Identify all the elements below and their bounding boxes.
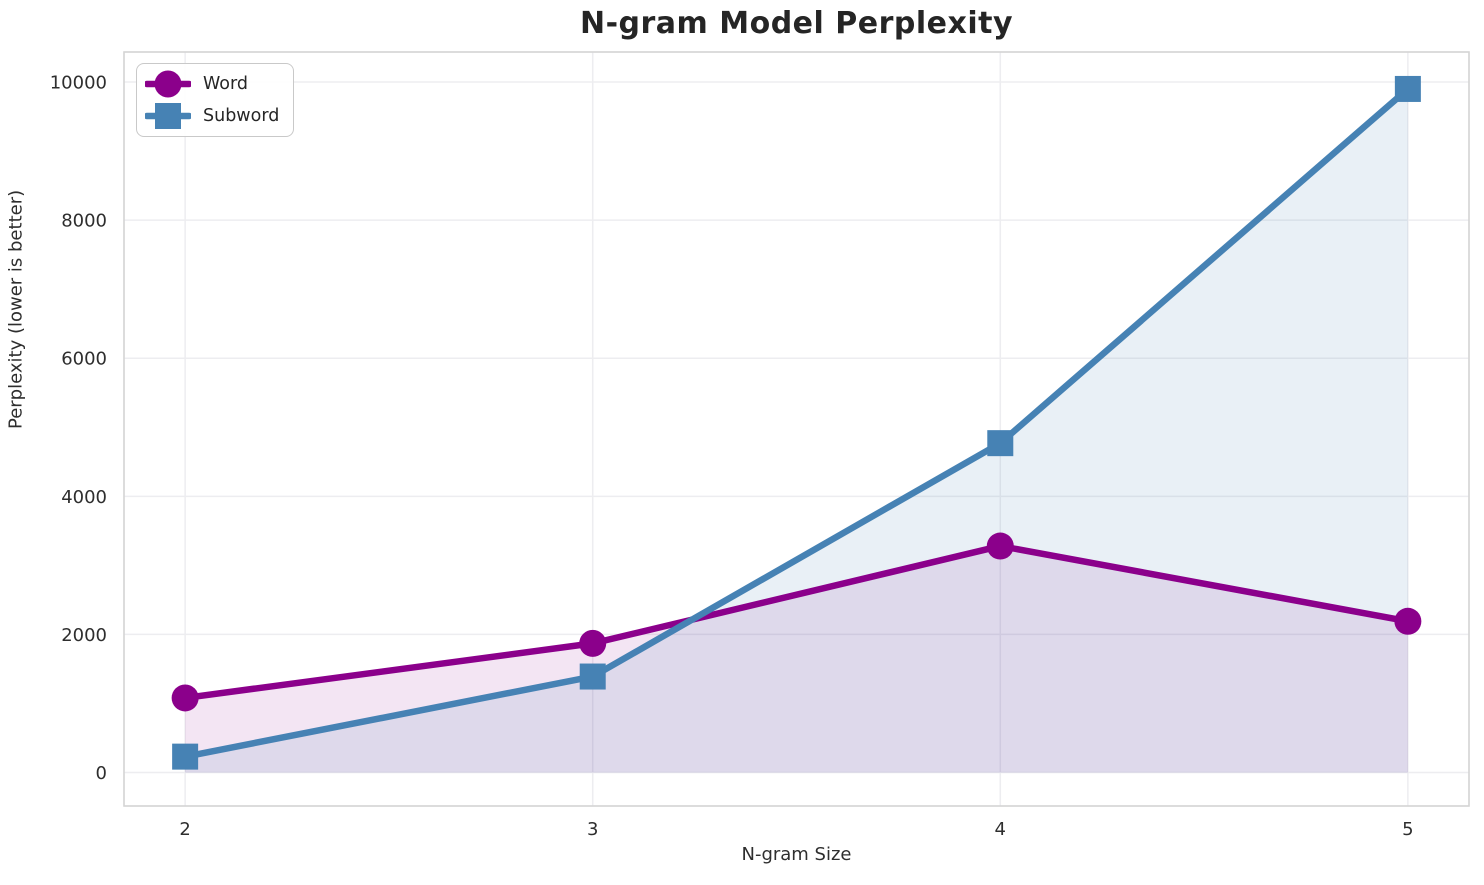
area-fill-word (185, 546, 1408, 773)
legend-item-word: Word (145, 69, 279, 99)
x-tick-label: 2 (179, 819, 190, 840)
y-axis-label-text: Perplexity (lower is better) (5, 189, 27, 429)
x-tick-label: 5 (1402, 819, 1413, 840)
y-tick-label: 10000 (50, 73, 107, 94)
series-line-subword (181, 85, 1412, 760)
chart-title: N-gram Model Perplexity (579, 6, 1014, 41)
data-point-word (1394, 607, 1422, 635)
y-tick-label: 6000 (61, 349, 107, 370)
x-tick-label: 3 (587, 819, 598, 840)
plot-border (123, 51, 1470, 807)
data-point-subword (172, 743, 199, 770)
legend-label: Word (203, 74, 248, 94)
data-point-word (171, 684, 199, 712)
y-tick-label: 8000 (61, 211, 107, 232)
y-tick-label: 2000 (61, 625, 107, 646)
data-point-word (986, 532, 1014, 560)
circle-marker-icon (145, 70, 191, 98)
data-point-word (579, 629, 607, 657)
data-point-subword (1394, 75, 1421, 102)
legend-item-subword: Subword (145, 101, 279, 131)
y-tick-label: 0 (96, 763, 107, 784)
y-tick-label: 4000 (61, 487, 107, 508)
x-axis-label: N-gram Size (741, 844, 852, 865)
data-point-subword (579, 663, 606, 690)
series-line-word (181, 542, 1412, 702)
plot-background (124, 52, 1469, 806)
legend: Word Subword (136, 63, 295, 137)
legend-label: Subword (203, 106, 280, 126)
square-marker-icon (145, 103, 191, 129)
area-fill-subword (185, 88, 1408, 773)
x-tick-label: 4 (995, 819, 1006, 840)
data-point-subword (987, 430, 1014, 457)
